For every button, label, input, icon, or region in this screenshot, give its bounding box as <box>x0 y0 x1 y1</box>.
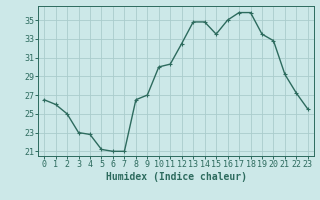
X-axis label: Humidex (Indice chaleur): Humidex (Indice chaleur) <box>106 172 246 182</box>
